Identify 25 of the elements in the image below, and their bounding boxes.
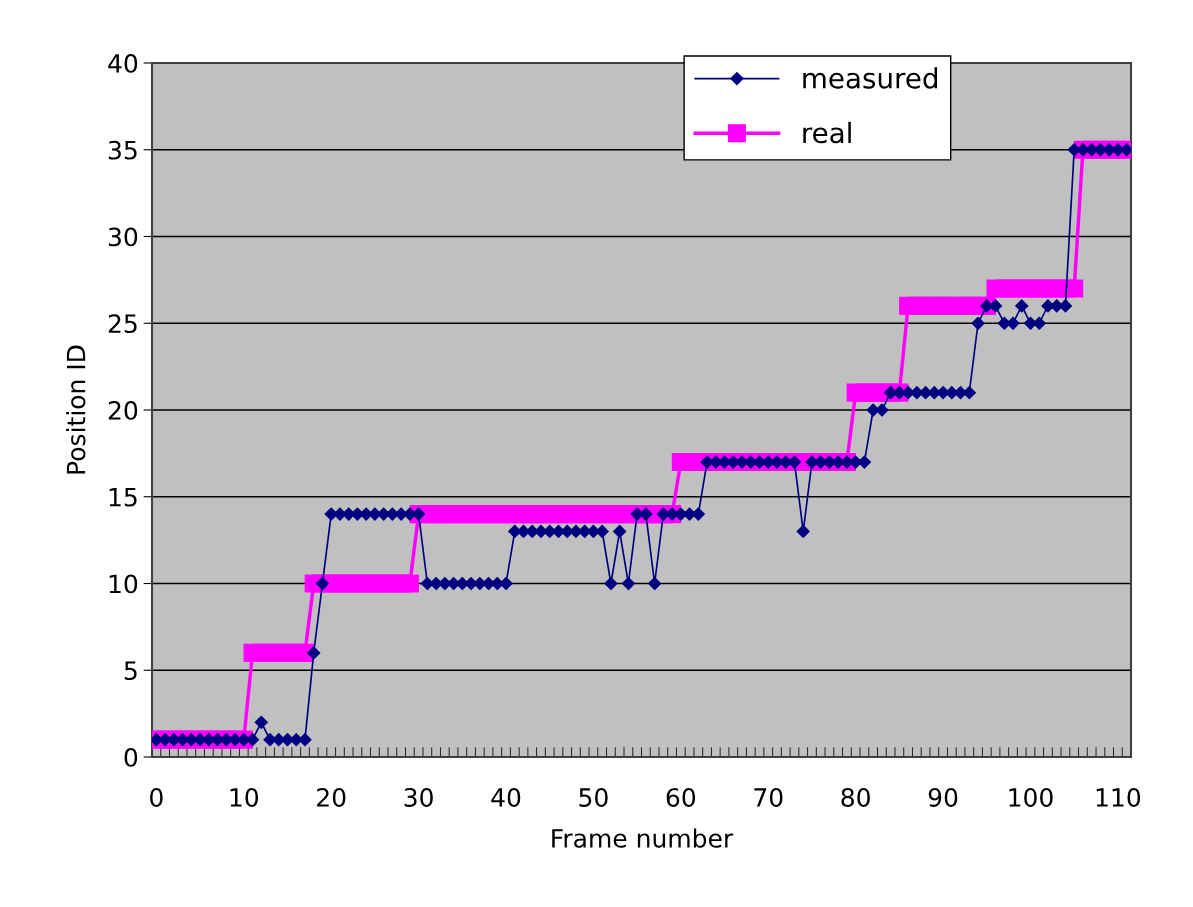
legend-label: measured xyxy=(803,67,938,89)
y-tick-label: 0 xyxy=(124,747,138,767)
x-axis-title: Frame number xyxy=(552,828,734,848)
legend-label: real xyxy=(803,121,851,144)
x-tick-label: 110 xyxy=(1096,788,1141,807)
x-tick-label: 30 xyxy=(404,788,433,807)
x-tick-label: 20 xyxy=(317,788,346,807)
x-tick-label: 90 xyxy=(928,788,958,807)
y-tick-label: 15 xyxy=(109,488,137,507)
x-tick-label: 50 xyxy=(579,788,608,807)
x-tick-label: 70 xyxy=(754,788,783,807)
y-tick-label: 30 xyxy=(108,227,138,247)
x-tick-label: 40 xyxy=(491,788,521,807)
y-axis-title: Position ID xyxy=(66,345,86,474)
x-tick-label: 80 xyxy=(841,788,870,807)
y-tick-label: 5 xyxy=(124,661,137,681)
y-tick-label: 20 xyxy=(108,400,138,420)
x-tick-label: 0 xyxy=(150,788,163,807)
x-tick-label: 10 xyxy=(230,788,259,807)
y-tick-label: 25 xyxy=(108,314,137,334)
x-tick-label: 60 xyxy=(666,788,696,807)
y-tick-label: 10 xyxy=(109,574,138,594)
y-tick-label: 40 xyxy=(108,53,138,73)
x-tick-label: 100 xyxy=(1009,788,1053,807)
y-tick-label: 35 xyxy=(108,140,137,160)
